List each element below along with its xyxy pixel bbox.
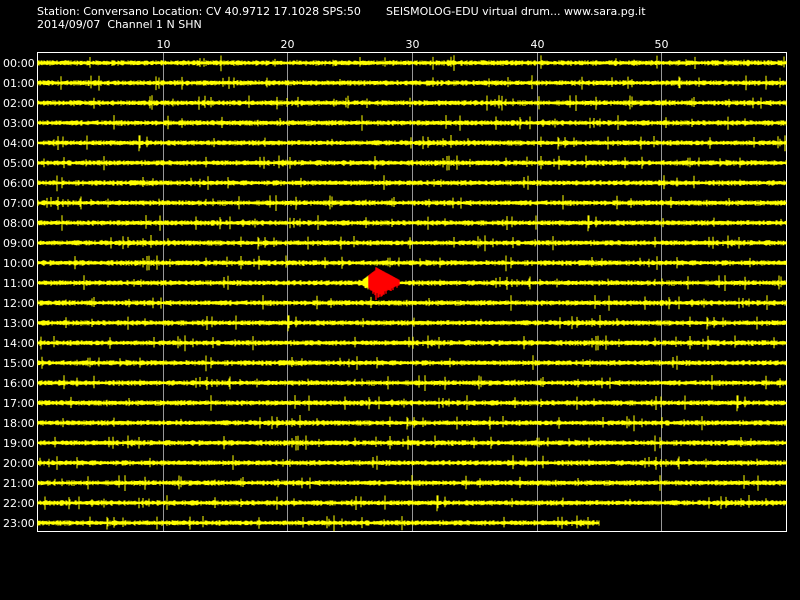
trace-row: 14:00 bbox=[3, 335, 787, 352]
trace-row: 11:00 bbox=[3, 267, 787, 300]
hour-label: 20:00 bbox=[3, 457, 35, 470]
hour-label: 22:00 bbox=[3, 497, 35, 510]
hour-label: 13:00 bbox=[3, 317, 35, 330]
trace-waveform bbox=[37, 375, 787, 391]
trace-row: 09:00 bbox=[3, 235, 787, 252]
trace-waveform bbox=[37, 275, 787, 291]
trace-row: 04:00 bbox=[3, 135, 787, 152]
trace-waveform bbox=[37, 355, 787, 372]
app-title: SEISMOLOG-EDU virtual drum... www.sara.p… bbox=[386, 5, 646, 18]
trace-waveform bbox=[37, 75, 787, 91]
trace-waveform bbox=[37, 115, 787, 131]
hour-label: 11:00 bbox=[3, 277, 35, 290]
trace-row: 13:00 bbox=[3, 315, 787, 332]
hour-label: 23:00 bbox=[3, 517, 35, 530]
trace-row: 15:00 bbox=[3, 355, 787, 372]
hour-label: 17:00 bbox=[3, 397, 35, 410]
station-info: Station: Conversano Location: CV 40.9712… bbox=[37, 5, 361, 18]
trace-row: 07:00 bbox=[3, 195, 787, 211]
trace-waveform bbox=[37, 475, 787, 491]
trace-waveform bbox=[37, 335, 787, 352]
x-tick-label: 40 bbox=[531, 38, 545, 51]
trace-row: 19:00 bbox=[3, 435, 787, 452]
trace-row: 02:00 bbox=[3, 95, 787, 111]
trace-row: 05:00 bbox=[3, 155, 787, 171]
hour-label: 19:00 bbox=[3, 437, 35, 450]
x-tick-label: 10 bbox=[157, 38, 171, 51]
hour-label: 01:00 bbox=[3, 77, 35, 90]
trace-waveform bbox=[37, 495, 787, 512]
trace-row: 00:00 bbox=[3, 55, 787, 72]
x-tick-label: 20 bbox=[281, 38, 295, 51]
trace-row: 06:00 bbox=[3, 175, 787, 192]
trace-waveform bbox=[37, 95, 787, 111]
hour-label: 10:00 bbox=[3, 257, 35, 270]
trace-rows: 00:00 01:00 02:00 03:00 04:00 05:00 06:00 07:00… bbox=[3, 55, 787, 532]
hour-label: 02:00 bbox=[3, 97, 35, 110]
plot-frame bbox=[37, 52, 787, 532]
trace-waveform bbox=[37, 295, 787, 311]
hour-label: 18:00 bbox=[3, 417, 35, 430]
x-tick-label: 30 bbox=[406, 38, 420, 51]
hour-label: 21:00 bbox=[3, 477, 35, 490]
hour-label: 04:00 bbox=[3, 137, 35, 150]
trace-row: 17:00 bbox=[3, 395, 787, 412]
hour-label: 03:00 bbox=[3, 117, 35, 130]
hour-label: 12:00 bbox=[3, 297, 35, 310]
trace-waveform bbox=[37, 135, 787, 152]
trace-row: 10:00 bbox=[3, 255, 787, 272]
hour-label: 15:00 bbox=[3, 357, 35, 370]
hour-label: 08:00 bbox=[3, 217, 35, 230]
event-waveform bbox=[368, 267, 400, 300]
trace-waveform bbox=[37, 455, 787, 470]
hour-label: 16:00 bbox=[3, 377, 35, 390]
date-channel-info: 2014/09/07 Channel 1 N SHN bbox=[37, 18, 202, 31]
trace-waveform bbox=[37, 255, 787, 272]
trace-waveform bbox=[37, 435, 787, 452]
trace-row: 03:00 bbox=[3, 115, 787, 131]
trace-waveform bbox=[37, 315, 787, 332]
trace-row: 21:00 bbox=[3, 475, 787, 491]
trace-row: 18:00 bbox=[3, 415, 787, 432]
hour-label: 00:00 bbox=[3, 57, 35, 70]
trace-waveform bbox=[37, 515, 600, 532]
hour-label: 07:00 bbox=[3, 197, 35, 210]
trace-waveform bbox=[37, 215, 787, 232]
trace-waveform bbox=[37, 155, 787, 171]
grid-lines bbox=[163, 53, 662, 531]
trace-waveform bbox=[37, 415, 787, 432]
trace-row: 20:00 bbox=[3, 455, 787, 470]
hour-label: 05:00 bbox=[3, 157, 35, 170]
trace-waveform bbox=[37, 235, 787, 252]
hour-label: 06:00 bbox=[3, 177, 35, 190]
x-tick-label: 50 bbox=[655, 38, 669, 51]
trace-waveform bbox=[37, 195, 787, 211]
trace-waveform bbox=[37, 175, 787, 192]
x-tick-labels: 10 20 30 40 50 bbox=[157, 38, 669, 51]
trace-waveform bbox=[37, 55, 787, 72]
trace-waveform bbox=[37, 395, 787, 412]
trace-row: 23:00 bbox=[3, 515, 600, 532]
hour-label: 14:00 bbox=[3, 337, 35, 350]
hour-label: 09:00 bbox=[3, 237, 35, 250]
trace-row: 16:00 bbox=[3, 375, 787, 391]
trace-row: 22:00 bbox=[3, 495, 787, 512]
trace-row: 12:00 bbox=[3, 295, 787, 311]
trace-row: 01:00 bbox=[3, 75, 787, 91]
trace-row: 08:00 bbox=[3, 215, 787, 232]
